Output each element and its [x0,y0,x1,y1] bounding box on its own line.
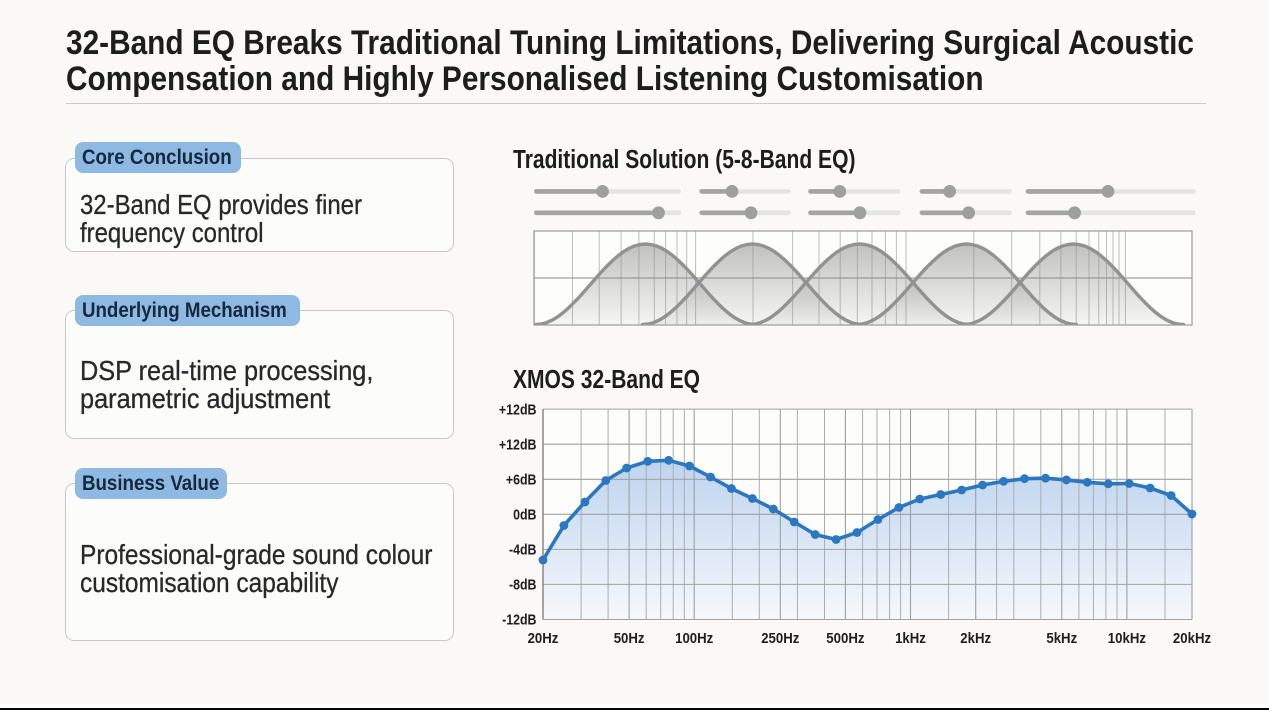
svg-text:+6dB: +6dB [506,473,537,489]
svg-text:250Hz: 250Hz [761,630,799,647]
svg-text:50Hz: 50Hz [614,630,645,647]
svg-text:5kHz: 5kHz [1046,630,1077,647]
svg-text:10kHz: 10kHz [1108,630,1146,647]
svg-text:-4dB: -4dB [509,543,537,559]
svg-text:0dB: 0dB [513,508,536,524]
svg-text:-12dB: -12dB [502,613,536,629]
svg-text:-8dB: -8dB [509,578,537,594]
svg-text:1kHz: 1kHz [895,630,926,647]
svg-text:20kHz: 20kHz [1173,630,1211,647]
svg-text:500Hz: 500Hz [826,630,864,647]
svg-text:20Hz: 20Hz [528,630,559,647]
svg-text:+12dB: +12dB [499,437,537,453]
svg-text:+12dB: +12dB [499,402,537,418]
svg-text:2kHz: 2kHz [960,630,991,647]
svg-text:100Hz: 100Hz [675,630,713,647]
